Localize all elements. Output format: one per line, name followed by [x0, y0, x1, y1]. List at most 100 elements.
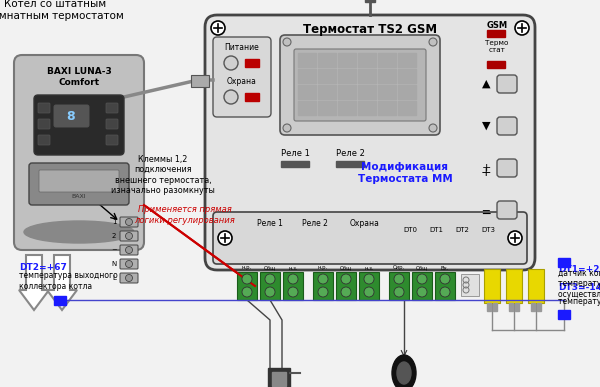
Text: н.з.: н.з. — [364, 265, 374, 271]
Circle shape — [283, 124, 291, 132]
FancyBboxPatch shape — [34, 95, 124, 155]
Bar — [358, 69, 376, 83]
Text: L: L — [112, 275, 116, 281]
Bar — [336, 272, 356, 300]
FancyBboxPatch shape — [120, 273, 138, 283]
Circle shape — [429, 124, 437, 132]
Text: Применяется прямая
логики регулирования: Применяется прямая логики регулирования — [134, 205, 235, 225]
Bar — [358, 101, 376, 115]
Text: ─: ─ — [482, 207, 490, 221]
Bar — [461, 274, 479, 296]
Ellipse shape — [24, 221, 134, 243]
Text: н.р.: н.р. — [242, 265, 252, 271]
Text: Общ: Общ — [416, 265, 428, 271]
Bar — [487, 30, 505, 37]
FancyBboxPatch shape — [120, 231, 138, 241]
Bar — [272, 372, 286, 386]
Bar — [338, 85, 356, 99]
Circle shape — [318, 274, 328, 284]
FancyBboxPatch shape — [106, 103, 118, 113]
FancyBboxPatch shape — [120, 245, 138, 255]
Text: +: + — [481, 163, 491, 173]
Text: Реле 1: Реле 1 — [281, 149, 310, 158]
FancyBboxPatch shape — [213, 37, 271, 117]
Bar — [365, 0, 375, 2]
Bar — [318, 69, 336, 83]
Text: BAXI LUNA-3
Comfort: BAXI LUNA-3 Comfort — [47, 67, 112, 87]
FancyBboxPatch shape — [29, 163, 129, 205]
Bar — [318, 53, 336, 67]
FancyBboxPatch shape — [497, 159, 517, 177]
Text: ▲: ▲ — [482, 79, 490, 89]
Circle shape — [125, 219, 133, 226]
Polygon shape — [47, 255, 77, 310]
Bar — [487, 61, 505, 68]
Bar — [318, 85, 336, 99]
Text: Общ: Общ — [340, 265, 352, 271]
Bar — [338, 101, 356, 115]
Text: DT2=+67: DT2=+67 — [19, 264, 67, 272]
Circle shape — [364, 274, 374, 284]
Circle shape — [318, 287, 328, 297]
Circle shape — [508, 231, 522, 245]
Text: н.з.: н.з. — [288, 265, 298, 271]
Circle shape — [265, 287, 275, 297]
Circle shape — [341, 274, 351, 284]
Text: Котел со штатным
комнатным термостатом: Котел со штатным комнатным термостатом — [0, 0, 124, 21]
Bar — [283, 272, 303, 300]
Text: Охрана: Охрана — [227, 77, 257, 86]
FancyBboxPatch shape — [497, 201, 517, 219]
Bar — [281, 161, 309, 167]
FancyBboxPatch shape — [294, 49, 426, 121]
Circle shape — [341, 287, 351, 297]
Bar — [435, 272, 455, 300]
Bar — [558, 258, 570, 267]
Bar — [528, 269, 544, 303]
Bar — [359, 272, 379, 300]
Circle shape — [242, 287, 252, 297]
Polygon shape — [19, 255, 49, 310]
FancyBboxPatch shape — [213, 212, 527, 264]
Text: 2: 2 — [112, 233, 116, 239]
Bar — [484, 269, 500, 303]
Text: 1: 1 — [112, 219, 116, 225]
Text: н.р.: н.р. — [318, 265, 328, 271]
Bar — [493, 303, 497, 311]
Bar — [245, 59, 259, 67]
FancyBboxPatch shape — [280, 35, 440, 135]
Text: ─: ─ — [482, 205, 490, 215]
Bar — [398, 85, 416, 99]
Bar — [338, 53, 356, 67]
Bar — [298, 85, 316, 99]
Text: Вх.: Вх. — [441, 265, 449, 271]
FancyBboxPatch shape — [39, 170, 119, 192]
FancyBboxPatch shape — [497, 75, 517, 93]
Bar — [531, 303, 535, 311]
Text: Модификация
Термостата ММ: Модификация Термостата ММ — [358, 162, 452, 184]
Text: ~: ~ — [111, 247, 117, 253]
Circle shape — [394, 287, 404, 297]
Circle shape — [125, 247, 133, 253]
Text: Охрана: Охрана — [350, 219, 380, 228]
Text: температура выходного
коллектора котла: температура выходного коллектора котла — [19, 271, 118, 291]
Ellipse shape — [392, 355, 416, 387]
Bar — [313, 272, 333, 300]
Bar — [298, 53, 316, 67]
Text: BAXI: BAXI — [71, 195, 86, 200]
Bar — [398, 69, 416, 83]
Text: Термостат TS2 GSM: Термостат TS2 GSM — [303, 22, 437, 36]
Bar — [298, 101, 316, 115]
Text: N: N — [112, 261, 116, 267]
Bar — [336, 161, 364, 167]
Text: Реле 2: Реле 2 — [335, 149, 364, 158]
Circle shape — [224, 90, 238, 104]
Bar — [398, 101, 416, 115]
Text: DT3=-14: DT3=-14 — [558, 283, 600, 291]
FancyBboxPatch shape — [38, 135, 50, 145]
Bar — [378, 53, 396, 67]
Circle shape — [283, 38, 291, 46]
Bar — [537, 303, 541, 311]
Circle shape — [417, 287, 427, 297]
Circle shape — [417, 274, 427, 284]
Bar — [515, 303, 519, 311]
